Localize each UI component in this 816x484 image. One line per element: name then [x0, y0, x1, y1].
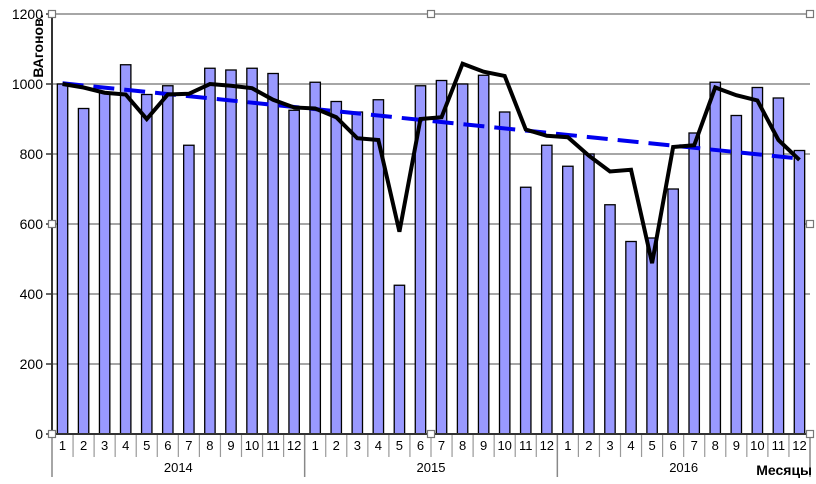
selection-handle[interactable] — [805, 9, 815, 19]
bar-2016-8[interactable] — [709, 81, 722, 435]
x-axis-title: Месяцы — [756, 462, 812, 478]
month-label: 6 — [417, 438, 424, 453]
month-label: 7 — [691, 438, 698, 453]
month-label: 3 — [354, 438, 361, 453]
month-label: 1 — [564, 438, 571, 453]
bar-2015-3[interactable] — [351, 111, 364, 435]
bar-2015-7[interactable] — [435, 79, 448, 435]
bar-2014-11[interactable] — [267, 72, 279, 435]
bar-2016-9[interactable] — [730, 114, 743, 435]
month-label: 3 — [606, 438, 613, 453]
month-label: 5 — [648, 438, 655, 453]
bar-2014-6[interactable] — [161, 85, 174, 435]
y-tick-label: 800 — [20, 146, 44, 162]
bar-2015-10[interactable] — [498, 111, 511, 435]
selection-handle[interactable] — [426, 429, 436, 439]
bar-2015-11[interactable] — [519, 186, 532, 435]
month-label: 6 — [164, 438, 171, 453]
bar-2015-5[interactable] — [393, 284, 406, 435]
y-tick-label: 1200 — [12, 6, 43, 22]
month-label: 3 — [101, 438, 108, 453]
month-label: 9 — [733, 438, 740, 453]
month-label: 4 — [122, 438, 129, 453]
bar-2014-10[interactable] — [246, 67, 258, 435]
bar-2014-8[interactable] — [204, 67, 216, 435]
month-label: 1 — [312, 438, 319, 453]
selection-handle[interactable] — [47, 429, 57, 439]
bar-2015-12[interactable] — [540, 144, 553, 435]
y-tick-label: 0 — [35, 426, 43, 442]
month-label: 2 — [80, 438, 87, 453]
month-label: 8 — [459, 438, 466, 453]
bar-2015-9[interactable] — [477, 74, 490, 435]
y-tick-label: 600 — [20, 216, 44, 232]
bar-2014-3[interactable] — [98, 92, 111, 435]
month-label: 6 — [670, 438, 677, 453]
month-label: 2 — [585, 438, 592, 453]
year-label: 2016 — [669, 460, 698, 475]
month-label: 4 — [375, 438, 382, 453]
bar-2016-6[interactable] — [667, 188, 679, 435]
year-label: 2015 — [417, 460, 446, 475]
bar-2014-1[interactable] — [56, 83, 69, 435]
bar-2014-4[interactable] — [119, 64, 132, 435]
selection-handle[interactable] — [426, 9, 436, 19]
month-label: 5 — [396, 438, 403, 453]
month-label: 9 — [227, 438, 234, 453]
month-label: 12 — [287, 438, 301, 453]
selection-handle[interactable] — [47, 219, 57, 229]
bar-2014-12[interactable] — [288, 109, 300, 435]
month-label: 10 — [750, 438, 764, 453]
series-line[interactable] — [62, 61, 801, 264]
selection-handle[interactable] — [805, 429, 815, 439]
bar-2016-2[interactable] — [583, 153, 595, 435]
y-tick-label: 1000 — [12, 76, 43, 92]
month-label: 11 — [266, 438, 280, 453]
bar-2016-4[interactable] — [625, 240, 637, 435]
bar-2016-11[interactable] — [772, 97, 785, 435]
month-label: 8 — [206, 438, 213, 453]
month-label: 12 — [540, 438, 554, 453]
bar-2016-7[interactable] — [688, 132, 701, 435]
bar-2016-3[interactable] — [604, 204, 616, 435]
bar-2015-1[interactable] — [309, 81, 322, 435]
month-label: 1 — [59, 438, 66, 453]
month-label: 7 — [185, 438, 192, 453]
y-tick-label: 200 — [20, 356, 44, 372]
y-axis-title: ВАгонов. — [30, 14, 46, 78]
selection-handle[interactable] — [47, 9, 57, 19]
bar-2016-12[interactable] — [793, 149, 806, 435]
month-label: 4 — [627, 438, 634, 453]
bar-2014-5[interactable] — [140, 93, 153, 435]
bar-2014-2[interactable] — [77, 107, 90, 435]
bar-2016-1[interactable] — [562, 165, 574, 435]
bar-2014-7[interactable] — [183, 144, 195, 435]
selection-handle[interactable] — [805, 219, 815, 229]
bar-2016-5[interactable] — [646, 237, 658, 435]
y-tick-label: 400 — [20, 286, 44, 302]
bar-2014-9[interactable] — [225, 69, 237, 435]
month-label: 10 — [245, 438, 259, 453]
bar-2016-10[interactable] — [751, 86, 764, 435]
bar-2015-2[interactable] — [330, 100, 343, 435]
year-label: 2014 — [164, 460, 193, 475]
month-label: 9 — [480, 438, 487, 453]
month-label: 5 — [143, 438, 150, 453]
month-label: 11 — [519, 438, 533, 453]
bar-2015-8[interactable] — [456, 83, 469, 435]
month-label: 7 — [438, 438, 445, 453]
month-label: 10 — [497, 438, 511, 453]
month-label: 8 — [712, 438, 719, 453]
month-label: 12 — [792, 438, 806, 453]
month-label: 2 — [333, 438, 340, 453]
month-label: 11 — [772, 438, 786, 453]
